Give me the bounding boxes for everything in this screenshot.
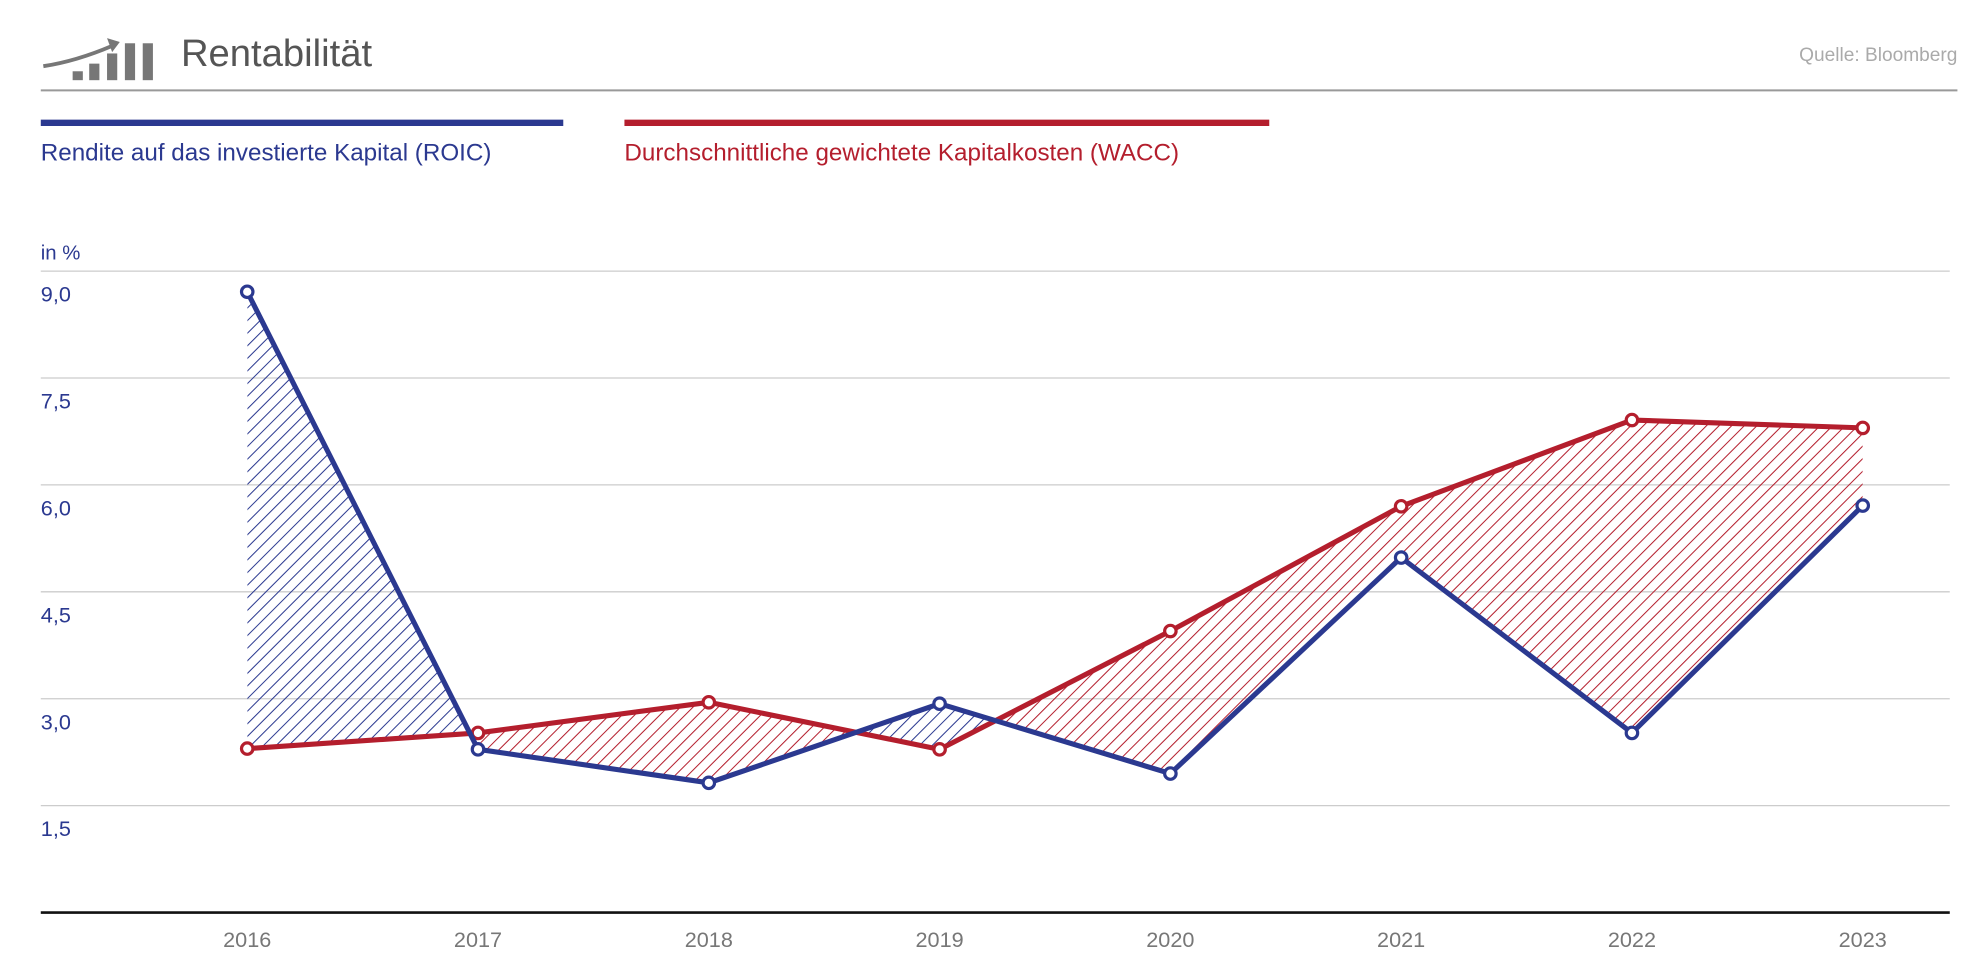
y-tick-label: 4,5 [41, 602, 71, 627]
fill-wacc-above-roic [247, 291, 1863, 783]
y-tick-label: 1,5 [41, 816, 71, 841]
y-tick-label: 3,0 [41, 709, 71, 734]
chart-logo-icon [43, 38, 153, 81]
data-point-roic [1163, 766, 1178, 781]
chart-title: Rentabilität [181, 32, 373, 75]
series-line-roic [244, 290, 1865, 786]
y-tick-label: 6,0 [41, 495, 71, 520]
x-tick-label: 2022 [1608, 927, 1656, 952]
data-point-wacc [1393, 498, 1409, 514]
data-point-wacc [239, 741, 255, 756]
data-point-roic [239, 284, 255, 300]
y-tick-label: 9,0 [41, 282, 71, 307]
legend-label-roic: Rendite auf das investierte Kapital (ROI… [41, 139, 492, 166]
data-point-wacc [932, 742, 947, 757]
x-tick-label: 2020 [1146, 927, 1194, 952]
x-tick-label: 2019 [915, 927, 963, 952]
data-point-wacc [1624, 412, 1640, 428]
data-point-roic [1393, 550, 1409, 565]
data-point-roic [701, 775, 717, 791]
data-point-roic [1855, 498, 1871, 513]
data-point-roic [1624, 725, 1640, 741]
legend-label-wacc: Durchschnittliche gewichtete Kapitalkost… [624, 139, 1179, 166]
y-axis-unit: in % [41, 243, 81, 265]
y-tick-label: 7,5 [41, 389, 71, 414]
x-tick-label: 2021 [1377, 927, 1425, 952]
data-point-wacc [1855, 420, 1871, 436]
data-point-roic [470, 742, 486, 757]
x-tick-label: 2018 [685, 927, 733, 952]
legend-swatch-wacc [624, 119, 1270, 126]
x-tick-label: 2023 [1839, 927, 1887, 952]
series-line-wacc [247, 417, 1863, 752]
data-point-wacc [701, 694, 717, 710]
x-tick-label: 2016 [223, 927, 271, 952]
data-point-wacc [1163, 623, 1178, 639]
legend-swatch-roic [40, 119, 564, 126]
data-point-roic [932, 696, 947, 712]
source-label: Quelle: Bloomberg [1799, 45, 1957, 66]
x-tick-label: 2017 [454, 927, 502, 952]
